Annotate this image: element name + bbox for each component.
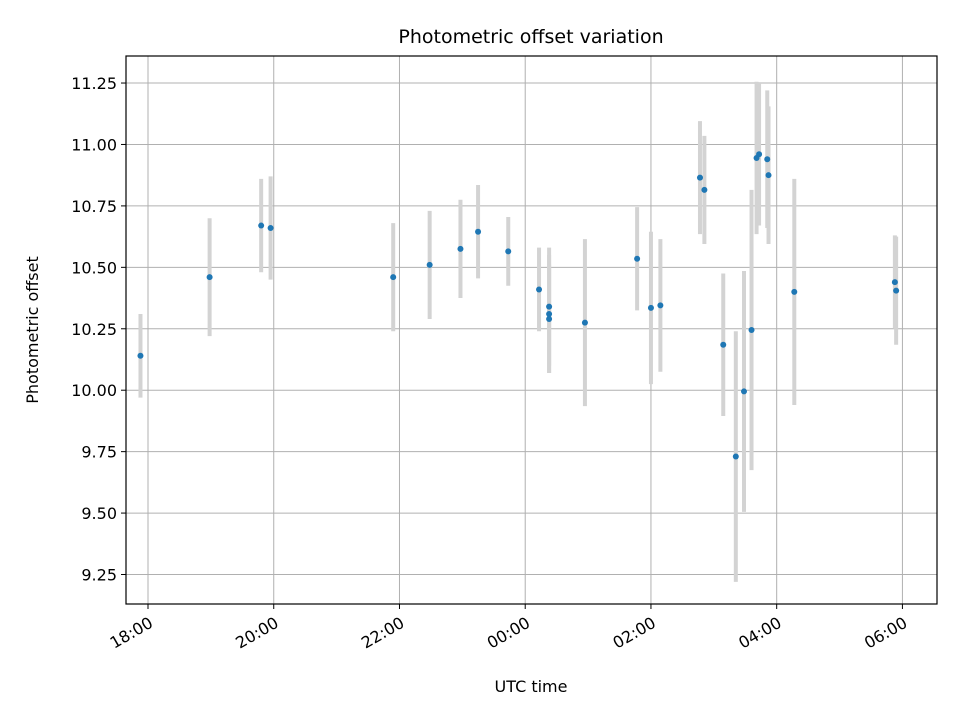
data-point [546, 315, 553, 322]
x-tick-label: 04:00 [735, 613, 784, 653]
data-point [426, 261, 433, 268]
data-point [764, 156, 771, 163]
data-point [696, 174, 703, 181]
data-point [791, 288, 798, 295]
y-tick-label: 9.25 [81, 566, 117, 585]
data-point [732, 453, 739, 460]
x-tick-label: 18:00 [107, 613, 156, 653]
y-tick-label: 11.25 [71, 74, 117, 93]
y-tick-label: 10.25 [71, 320, 117, 339]
data-points [137, 151, 900, 460]
data-point [475, 228, 482, 235]
data-point [267, 225, 274, 232]
data-point [647, 304, 654, 311]
chart-title: Photometric offset variation [398, 26, 663, 48]
grid [126, 56, 937, 604]
x-tick-label: 22:00 [358, 613, 407, 653]
data-point [701, 186, 708, 193]
data-point [634, 255, 641, 262]
plot-area-frame [125, 55, 938, 605]
y-tick-label: 10.75 [71, 197, 117, 216]
data-point [756, 151, 763, 158]
data-point [536, 286, 543, 293]
data-point [137, 352, 144, 359]
data-point [720, 341, 727, 348]
data-point [546, 303, 553, 310]
data-point [505, 248, 512, 255]
x-tick-label: 20:00 [232, 613, 281, 653]
y-tick-label: 9.75 [81, 443, 117, 462]
data-point [390, 274, 397, 281]
data-point [546, 311, 553, 318]
x-tick-label: 06:00 [861, 613, 910, 653]
data-point [657, 302, 664, 309]
axis-ticks: 18:00 20:00 22:00 00:00 02:00 04:00 06:00 9.25 9… [71, 74, 910, 652]
data-point [457, 245, 464, 252]
data-point [748, 327, 755, 333]
data-point [206, 274, 213, 281]
data-point [893, 287, 900, 294]
data-point [740, 388, 747, 395]
x-tick-label: 00:00 [484, 613, 533, 653]
x-tick-label: 02:00 [610, 613, 659, 653]
y-axis-label: Photometric offset [23, 256, 42, 404]
data-point [581, 319, 588, 326]
data-point [891, 279, 898, 286]
y-tick-label: 10.00 [71, 381, 117, 400]
y-tick-label: 9.50 [81, 504, 117, 523]
y-tick-label: 11.00 [71, 135, 117, 154]
y-tick-label: 10.50 [71, 258, 117, 277]
data-point [258, 222, 265, 229]
errorbars [138, 81, 899, 582]
data-point [765, 172, 772, 179]
x-axis-label: UTC time [495, 677, 568, 696]
